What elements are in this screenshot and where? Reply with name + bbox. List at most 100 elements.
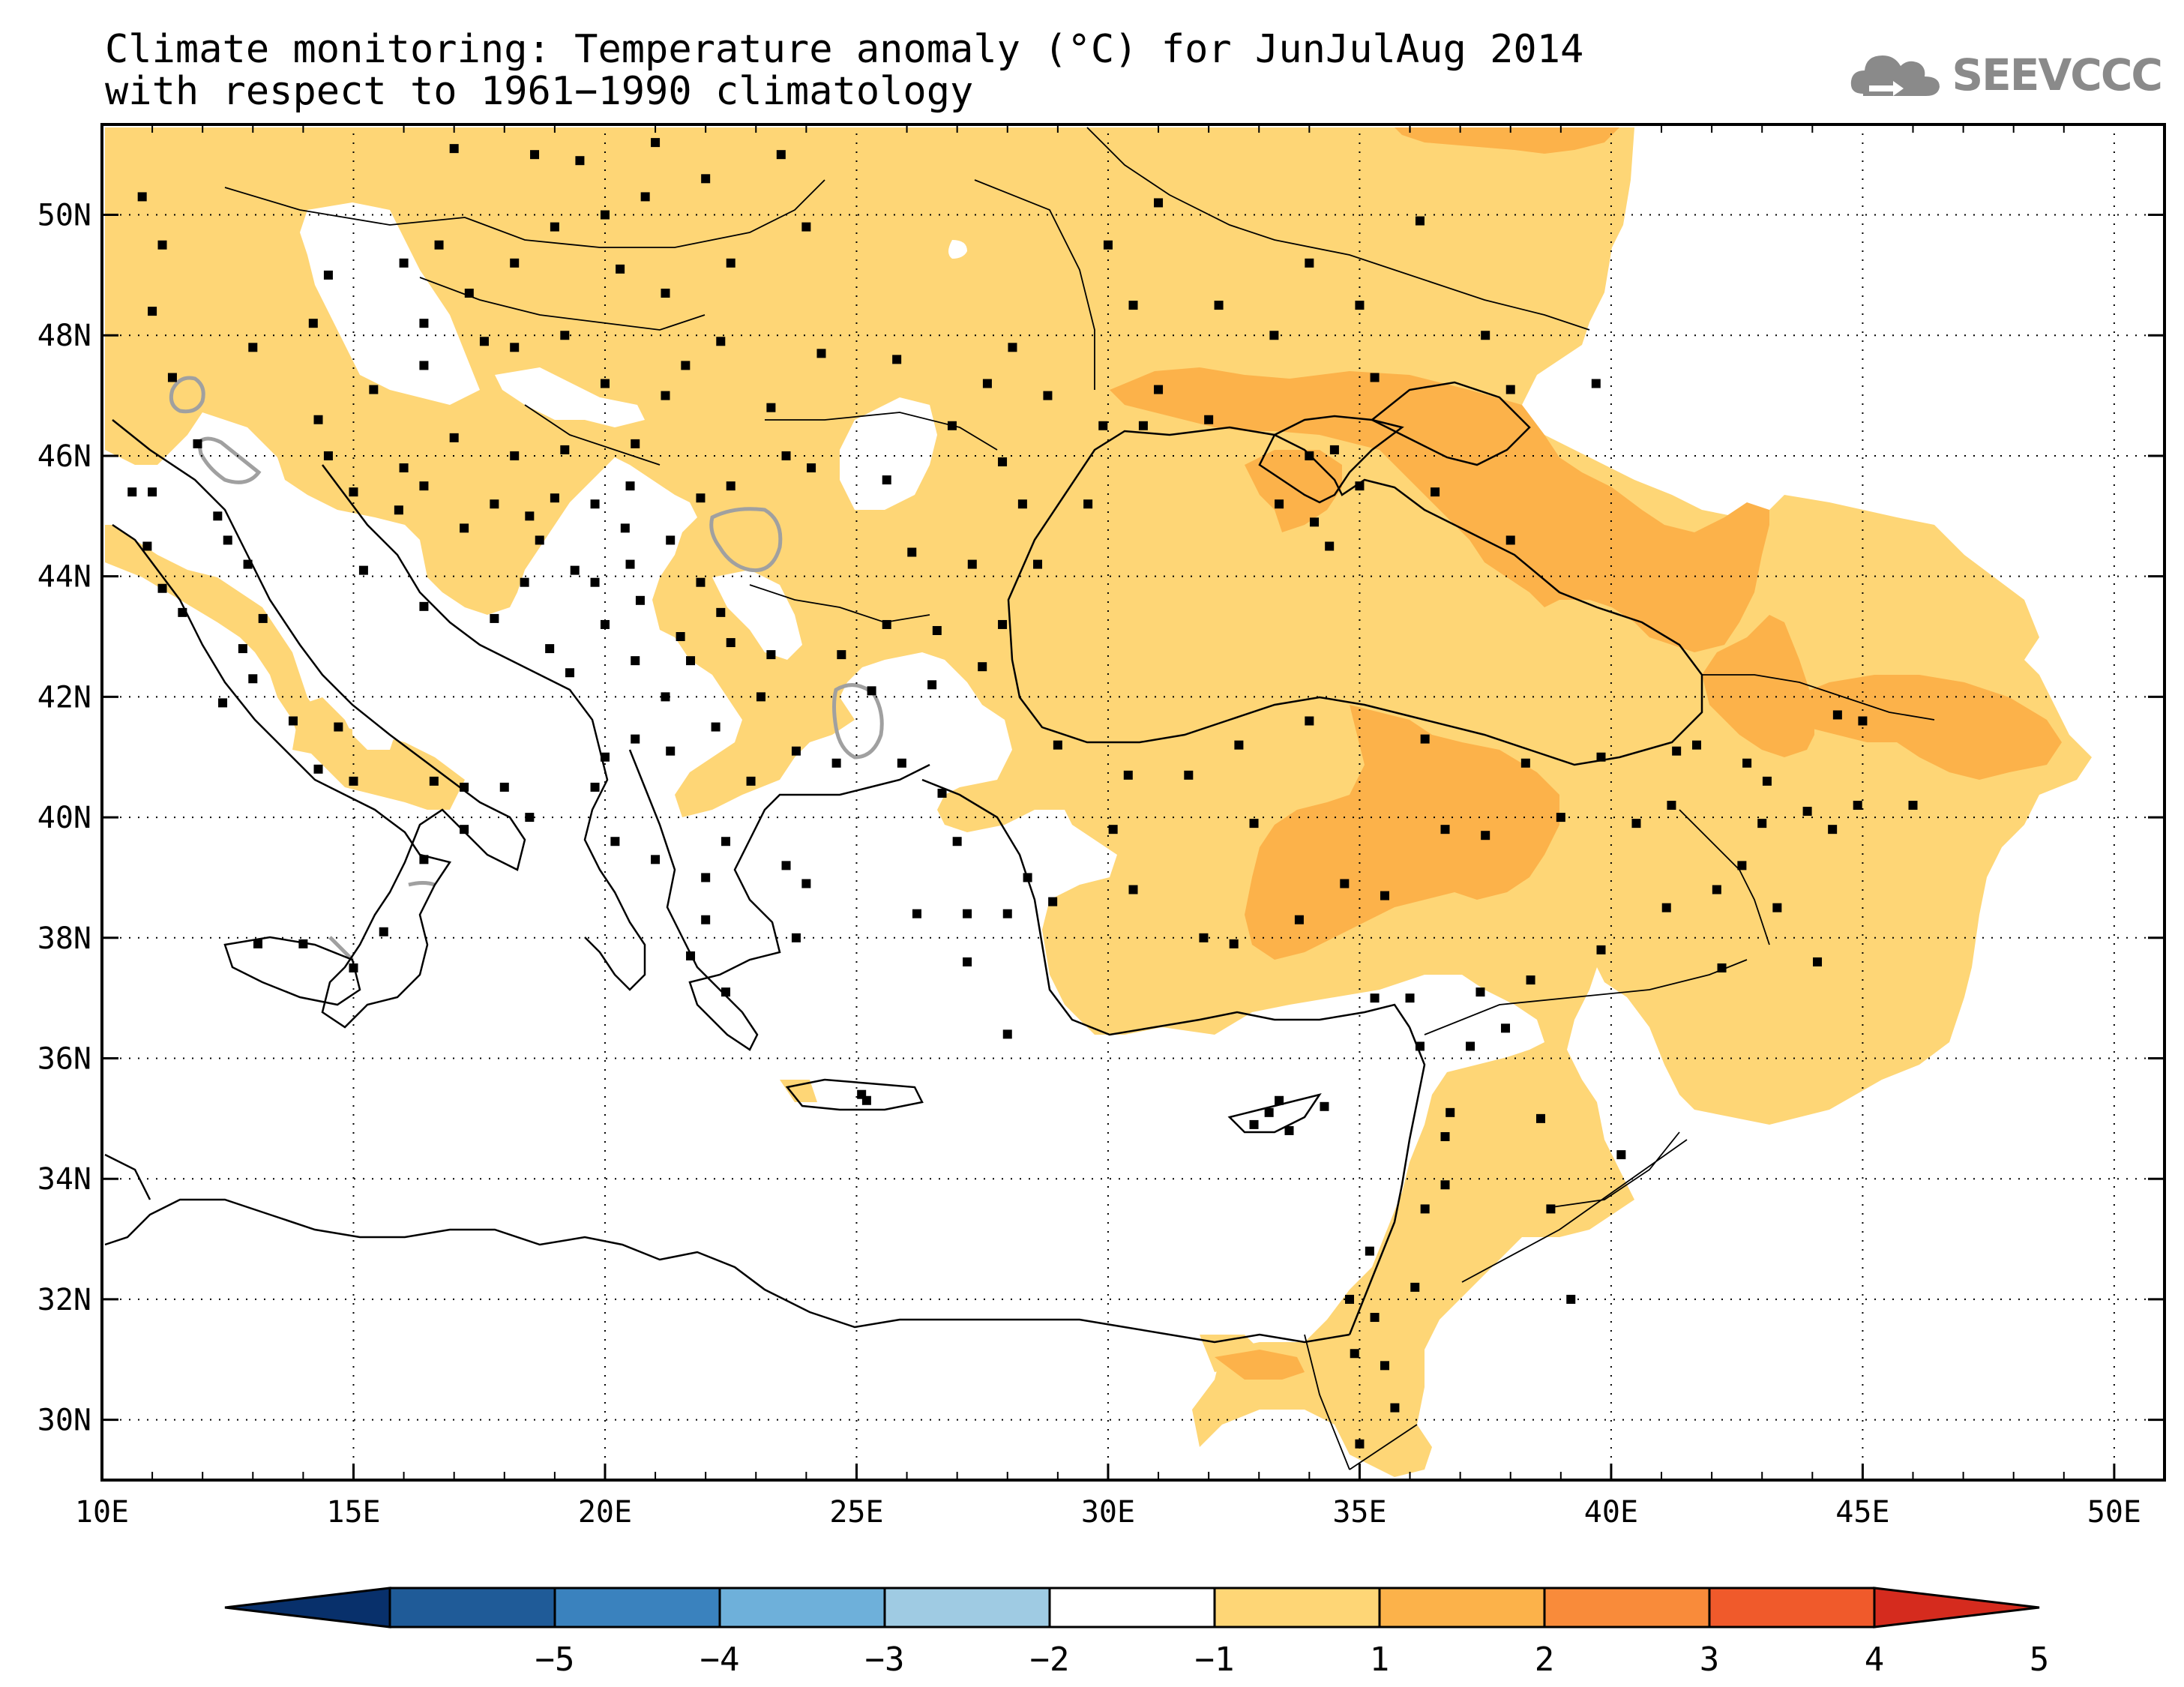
station-marker [857,1089,867,1099]
station-marker [1275,499,1284,509]
y-tick-label: 44N [37,560,91,595]
station-markers [127,138,1918,1449]
station-marker [1355,481,1365,491]
station-marker [1908,801,1918,811]
y-tick-label: 50N [37,199,91,233]
station-marker [590,499,600,509]
station-marker [479,337,489,346]
colorbar-box [883,1587,1051,1629]
station-marker [998,619,1008,629]
station-marker [947,421,957,430]
station-marker [816,349,826,358]
station-marker [1138,421,1148,430]
station-marker [651,855,661,864]
logo-text: SEEVCCC [1952,49,2163,100]
station-marker [288,716,298,726]
seevccc-logo: SEEVCCC [1848,45,2163,105]
adriatic-coast [322,464,646,991]
station-marker [1501,1023,1511,1033]
station-marker [1691,740,1701,750]
station-marker [661,288,670,298]
station-marker [323,451,333,460]
station-marker [334,722,343,732]
station-marker [157,240,167,250]
station-marker [213,511,223,521]
station-marker [651,138,661,148]
x-tick-label: 30E [1081,1495,1135,1530]
y-tick-label: 32N [37,1283,91,1317]
station-marker [867,686,876,696]
station-marker [1108,825,1118,835]
station-marker [1440,825,1450,835]
station-marker [610,837,620,846]
station-marker [666,746,676,756]
colorbar-box [388,1587,556,1629]
station-marker [937,788,947,798]
station-marker [721,837,731,846]
station-marker [1033,559,1043,569]
station-marker [419,481,429,491]
station-marker [701,915,711,924]
station-marker [1249,819,1259,829]
station-marker [1310,517,1320,527]
station-marker [1229,939,1239,948]
station-marker [520,577,529,587]
colorbar-box [1048,1587,1216,1629]
station-marker [1415,1041,1425,1051]
cloud-icon [1851,55,1940,96]
station-marker [1350,1349,1359,1359]
border-lines [224,127,1935,1470]
station-marker [1234,740,1244,750]
station-marker [419,601,429,611]
station-marker [1526,975,1535,985]
station-marker [927,680,937,690]
station-marker [1556,813,1565,823]
station-marker [1305,451,1314,460]
station-marker [369,385,379,394]
station-marker [394,505,403,515]
station-marker [1154,198,1164,208]
station-marker [550,493,559,503]
station-marker [696,577,706,587]
sicily-coast [223,936,361,1006]
station-marker [1199,933,1209,942]
station-marker [616,264,625,274]
station-marker [882,619,891,629]
station-marker [510,451,520,460]
station-marker [661,692,670,702]
station-marker [248,343,258,352]
station-marker [696,493,706,503]
anomaly-shading-2-3 [1110,127,2062,1380]
station-marker [1466,1041,1475,1051]
station-marker [464,288,474,298]
station-marker [1154,385,1164,394]
station-marker [167,373,177,382]
station-marker [978,662,987,672]
station-marker [1370,1313,1380,1323]
station-marker [460,523,469,533]
station-marker [897,758,906,768]
station-marker [1380,891,1389,900]
station-marker [499,782,509,792]
station-marker [1661,903,1671,912]
cyprus-coast [1227,1093,1322,1134]
station-marker [1757,819,1767,829]
station-marker [1591,379,1601,388]
colorbar-label: 1 [1370,1641,1390,1679]
station-marker [1053,740,1062,750]
colorbar-label: −5 [535,1641,575,1679]
station-marker [1048,897,1058,906]
station-marker [1390,1403,1400,1413]
station-marker [998,457,1008,466]
station-marker [460,825,469,835]
station-marker [701,873,711,882]
station-marker [781,861,791,870]
station-marker [1128,885,1138,894]
colorbar-box [1708,1587,1876,1629]
station-marker [1481,331,1490,340]
station-marker [308,319,318,328]
station-marker [1505,535,1515,545]
station-marker [1023,873,1032,882]
station-marker [831,758,841,768]
colorbar-box [1543,1587,1711,1629]
